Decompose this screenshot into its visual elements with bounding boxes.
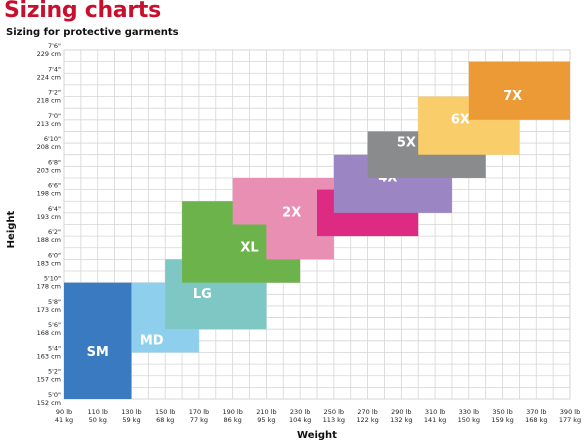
y-tick-label-cm: 188 cm xyxy=(37,236,61,244)
x-tick-label-kg: 95 kg xyxy=(257,416,275,424)
size-label-6x: 6X xyxy=(451,112,470,127)
y-tick-label-ft: 5'10" xyxy=(44,275,61,283)
x-tick-label-kg: 104 kg xyxy=(289,416,311,424)
y-tick-label-ft: 6'2" xyxy=(48,228,61,236)
y-tick-label-cm: 229 cm xyxy=(37,50,61,58)
x-tick-label-kg: 113 kg xyxy=(323,416,345,424)
x-tick-label-lb: 210 lb xyxy=(256,408,276,416)
y-tick-label-cm: 203 cm xyxy=(37,166,61,174)
y-axis-title: Height xyxy=(6,210,17,248)
size-blocks: SMMDLGXL2X3X4X5X6X7X xyxy=(64,61,570,399)
x-tick-label-lb: 130 lb xyxy=(121,408,141,416)
x-tick-label-lb: 230 lb xyxy=(290,408,310,416)
y-tick-label-ft: 5'8" xyxy=(48,298,61,306)
size-rect-7x xyxy=(468,61,570,120)
y-tick-label-cm: 224 cm xyxy=(37,73,61,81)
y-tick-label-ft: 5'6" xyxy=(48,321,61,329)
x-tick-label-lb: 150 lb xyxy=(155,408,175,416)
y-axis-ticks: 5'0"152 cm 5'2"157 cm 5'4"163 cm 5'6"168 cm… xyxy=(37,42,61,407)
chart-title: Sizing charts xyxy=(4,0,161,23)
y-tick-label-cm: 213 cm xyxy=(37,120,61,128)
size-label-md: MD xyxy=(140,333,164,348)
size-label-xl: XL xyxy=(240,240,258,255)
size-block-sm: SM xyxy=(64,282,132,399)
y-tick-label-cm: 183 cm xyxy=(37,259,61,267)
y-tick-label-ft: 7'6" xyxy=(48,42,61,50)
size-label-5x: 5X xyxy=(397,136,416,151)
x-tick-label-lb: 270 lb xyxy=(357,408,377,416)
y-tick-label-ft: 7'0" xyxy=(48,112,61,120)
size-block-7x: 7X xyxy=(468,61,570,120)
x-tick-label-lb: 290 lb xyxy=(391,408,411,416)
x-tick-label-lb: 170 lb xyxy=(189,408,209,416)
x-tick-label-lb: 90 lb xyxy=(56,408,72,416)
x-tick-label-lb: 310 lb xyxy=(425,408,445,416)
x-axis-title: Weight xyxy=(297,430,337,441)
y-tick-label-cm: 198 cm xyxy=(37,190,61,198)
x-tick-label-kg: 59 kg xyxy=(122,416,140,424)
x-tick-label-kg: 122 kg xyxy=(356,416,378,424)
chart-subtitle: Sizing for protective garments xyxy=(6,27,179,38)
y-tick-label-cm: 163 cm xyxy=(37,352,61,360)
x-tick-label-kg: 132 kg xyxy=(390,416,412,424)
y-tick-label-ft: 6'0" xyxy=(48,251,61,259)
y-tick-label-ft: 6'6" xyxy=(48,182,61,190)
y-tick-label-ft: 7'2" xyxy=(48,89,61,97)
y-tick-label-ft: 6'8" xyxy=(48,158,61,166)
y-tick-label-ft: 5'2" xyxy=(48,368,61,376)
y-tick-label-ft: 6'4" xyxy=(48,205,61,213)
y-tick-label-cm: 168 cm xyxy=(37,329,61,337)
size-rect-sm xyxy=(64,282,132,399)
y-tick-label-ft: 7'4" xyxy=(48,65,61,73)
y-tick-label-cm: 178 cm xyxy=(37,283,61,291)
x-tick-label-lb: 190 lb xyxy=(222,408,242,416)
x-tick-label-kg: 77 kg xyxy=(190,416,208,424)
size-label-2x: 2X xyxy=(282,205,301,220)
x-tick-label-kg: 150 kg xyxy=(458,416,480,424)
x-tick-label-lb: 370 lb xyxy=(526,408,546,416)
x-tick-label-kg: 177 kg xyxy=(559,416,581,424)
y-tick-label-cm: 173 cm xyxy=(37,306,61,314)
x-tick-label-kg: 41 kg xyxy=(55,416,73,424)
x-tick-label-kg: 168 kg xyxy=(525,416,547,424)
size-label-7x: 7X xyxy=(503,89,522,104)
y-tick-label-cm: 157 cm xyxy=(37,376,61,384)
y-tick-label-cm: 152 cm xyxy=(37,399,61,407)
x-tick-label-lb: 390 lb xyxy=(560,408,580,416)
size-block-md: MD xyxy=(131,282,199,353)
size-label-lg: LG xyxy=(193,287,212,302)
y-tick-label-cm: 193 cm xyxy=(37,213,61,221)
y-tick-label-cm: 218 cm xyxy=(37,97,61,105)
y-tick-label-ft: 6'10" xyxy=(44,135,61,143)
y-tick-label-ft: 5'0" xyxy=(48,391,61,399)
x-tick-label-lb: 110 lb xyxy=(88,408,108,416)
x-tick-label-kg: 159 kg xyxy=(491,416,513,424)
x-tick-label-lb: 330 lb xyxy=(459,408,479,416)
y-tick-label-ft: 5'4" xyxy=(48,344,61,352)
size-rect-lg xyxy=(198,282,267,330)
x-tick-label-kg: 86 kg xyxy=(224,416,242,424)
size-label-sm: SM xyxy=(87,345,109,360)
x-tick-label-lb: 250 lb xyxy=(324,408,344,416)
x-tick-label-kg: 68 kg xyxy=(156,416,174,424)
y-tick-label-cm: 208 cm xyxy=(37,143,61,151)
x-tick-label-lb: 350 lb xyxy=(492,408,512,416)
x-tick-label-kg: 50 kg xyxy=(89,416,107,424)
x-tick-label-kg: 141 kg xyxy=(424,416,446,424)
